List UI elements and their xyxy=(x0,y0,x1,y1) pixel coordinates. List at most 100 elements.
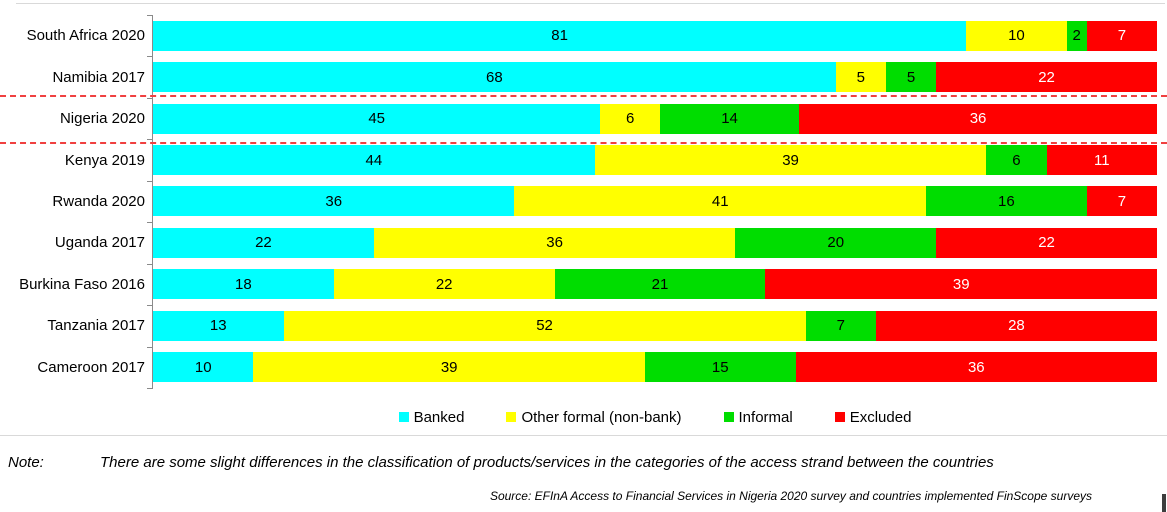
axis-tick xyxy=(147,263,152,265)
stacked-bar: 22 36 20 22 xyxy=(153,227,1157,258)
bar-value-label: 5 xyxy=(856,68,865,86)
legend-label: Other formal (non-bank) xyxy=(521,408,682,426)
legend-item-other-formal-non-bank: Other formal (non-bank) xyxy=(506,408,682,426)
bar-value-label: 28 xyxy=(1008,317,1025,335)
nigeria-separator-line-bottom xyxy=(0,142,1167,144)
bar-value-label: 22 xyxy=(255,234,272,252)
legend: Banked Other formal (non-bank) Informal Exc… xyxy=(153,407,1157,427)
stacked-bar: 81 10 2 7 xyxy=(153,20,1157,51)
bar-segment-banked: 45 xyxy=(153,103,601,134)
bar-value-label: 22 xyxy=(435,275,453,293)
bar-row-tanzania-2017: 13 52 7 28 xyxy=(153,305,1157,346)
plot-area: 81 10 2 7 68 5 5 22 45 6 14 36 44 39 6 11 36 41 16 7 22 36 20 2… xyxy=(153,15,1157,388)
stacked-bar: 36 41 16 7 xyxy=(153,186,1157,217)
stacked-bar: 10 39 15 36 xyxy=(153,352,1157,383)
bar-segment-other-formal-non-bank: 6 xyxy=(600,103,660,134)
bar-segment-banked: 18 xyxy=(153,269,334,300)
bar-segment-informal: 21 xyxy=(554,269,766,300)
note-label: Note: xyxy=(8,454,44,471)
bar-segment-excluded: 39 xyxy=(765,269,1157,300)
legend-item-excluded: Excluded xyxy=(834,408,912,426)
bar-value-label: 11 xyxy=(1093,151,1110,169)
corner-mark xyxy=(1162,494,1166,512)
bar-segment-informal: 7 xyxy=(805,310,876,341)
bar-value-label: 45 xyxy=(368,110,385,128)
legend-swatch-informal xyxy=(723,412,734,422)
legend-label: Informal xyxy=(738,408,793,426)
axis-tick xyxy=(147,97,152,99)
bar-row-kenya-2019: 44 39 6 11 xyxy=(153,139,1157,180)
bar-segment-banked: 13 xyxy=(153,310,284,341)
category-label-burkina-faso-2016: Burkina Faso 2016 xyxy=(19,275,145,293)
category-axis-labels: South Africa 2020 Namibia 2017 Nigeria 202… xyxy=(0,15,145,388)
legend-label: Banked xyxy=(413,408,465,426)
bar-segment-informal: 14 xyxy=(659,103,800,134)
bar-value-label: 18 xyxy=(235,275,252,293)
top-border-line xyxy=(16,3,1165,4)
bar-segment-excluded: 7 xyxy=(1086,20,1157,51)
stacked-bar: 18 22 21 39 xyxy=(153,269,1157,300)
axis-tick xyxy=(147,305,152,307)
legend-item-informal: Informal xyxy=(723,408,793,426)
category-label-south-africa-2020: South Africa 2020 xyxy=(26,27,145,45)
bar-value-label: 14 xyxy=(721,110,738,128)
bar-value-label: 36 xyxy=(325,192,343,210)
category-label-cameroon-2017: Cameroon 2017 xyxy=(37,358,145,376)
bar-value-label: 7 xyxy=(1117,192,1127,210)
category-label-namibia-2017: Namibia 2017 xyxy=(52,68,145,86)
bar-segment-other-formal-non-bank: 5 xyxy=(835,62,886,93)
axis-tick xyxy=(147,388,152,389)
bar-row-burkina-faso-2016: 18 22 21 39 xyxy=(153,264,1157,305)
bar-value-label: 41 xyxy=(711,192,729,210)
axis-tick xyxy=(147,180,152,182)
bar-segment-excluded: 28 xyxy=(875,310,1157,341)
bar-value-label: 36 xyxy=(546,234,563,252)
category-label-kenya-2019: Kenya 2019 xyxy=(64,151,145,169)
stacked-bar: 68 5 5 22 xyxy=(153,62,1157,93)
bar-value-label: 6 xyxy=(1012,151,1021,169)
bar-segment-informal: 15 xyxy=(644,352,796,383)
bar-value-label: 21 xyxy=(651,275,669,293)
bar-segment-other-formal-non-bank: 52 xyxy=(283,310,806,341)
axis-tick xyxy=(147,222,152,224)
bar-value-label: 10 xyxy=(1008,27,1025,45)
axis-tick xyxy=(147,346,152,348)
legend-swatch-other-formal-non-bank xyxy=(506,412,517,422)
bar-value-label: 36 xyxy=(969,110,987,128)
bar-segment-excluded: 22 xyxy=(936,62,1157,93)
stacked-bar: 44 39 6 11 xyxy=(153,145,1157,176)
bar-value-label: 5 xyxy=(906,68,916,86)
legend-label: Excluded xyxy=(849,408,912,426)
bottom-border-line xyxy=(0,435,1167,436)
bar-segment-informal: 5 xyxy=(885,62,937,93)
legend-swatch-excluded xyxy=(834,412,845,422)
bar-segment-banked: 22 xyxy=(153,227,374,258)
bar-row-rwanda-2020: 36 41 16 7 xyxy=(153,181,1157,222)
bar-segment-informal: 20 xyxy=(735,227,937,258)
stacked-bar: 13 52 7 28 xyxy=(153,310,1157,341)
bar-value-label: 13 xyxy=(209,317,227,335)
bar-segment-excluded: 11 xyxy=(1046,145,1157,176)
bar-segment-other-formal-non-bank: 39 xyxy=(594,145,987,176)
bar-value-label: 6 xyxy=(625,110,635,128)
bar-value-label: 44 xyxy=(365,151,383,169)
legend-swatch-banked xyxy=(398,412,409,422)
y-axis-line xyxy=(152,15,153,389)
bar-value-label: 16 xyxy=(998,192,1015,210)
bar-segment-informal: 2 xyxy=(1066,20,1087,51)
bar-segment-banked: 68 xyxy=(153,62,836,93)
bar-value-label: 2 xyxy=(1072,27,1081,45)
bar-segment-other-formal-non-bank: 39 xyxy=(253,352,645,383)
bar-segment-banked: 81 xyxy=(153,20,967,51)
bar-row-cameroon-2017: 10 39 15 36 xyxy=(153,347,1157,388)
bar-value-label: 39 xyxy=(782,151,799,169)
bar-row-south-africa-2020: 81 10 2 7 xyxy=(153,15,1157,56)
bar-segment-other-formal-non-bank: 36 xyxy=(373,227,736,258)
bar-segment-informal: 16 xyxy=(926,186,1087,217)
stacked-bar: 45 6 14 36 xyxy=(153,103,1157,134)
bar-value-label: 39 xyxy=(952,275,970,293)
bar-value-label: 39 xyxy=(440,358,458,376)
nigeria-separator-line-top xyxy=(0,95,1167,97)
note-text: There are some slight differences in the… xyxy=(100,454,994,471)
